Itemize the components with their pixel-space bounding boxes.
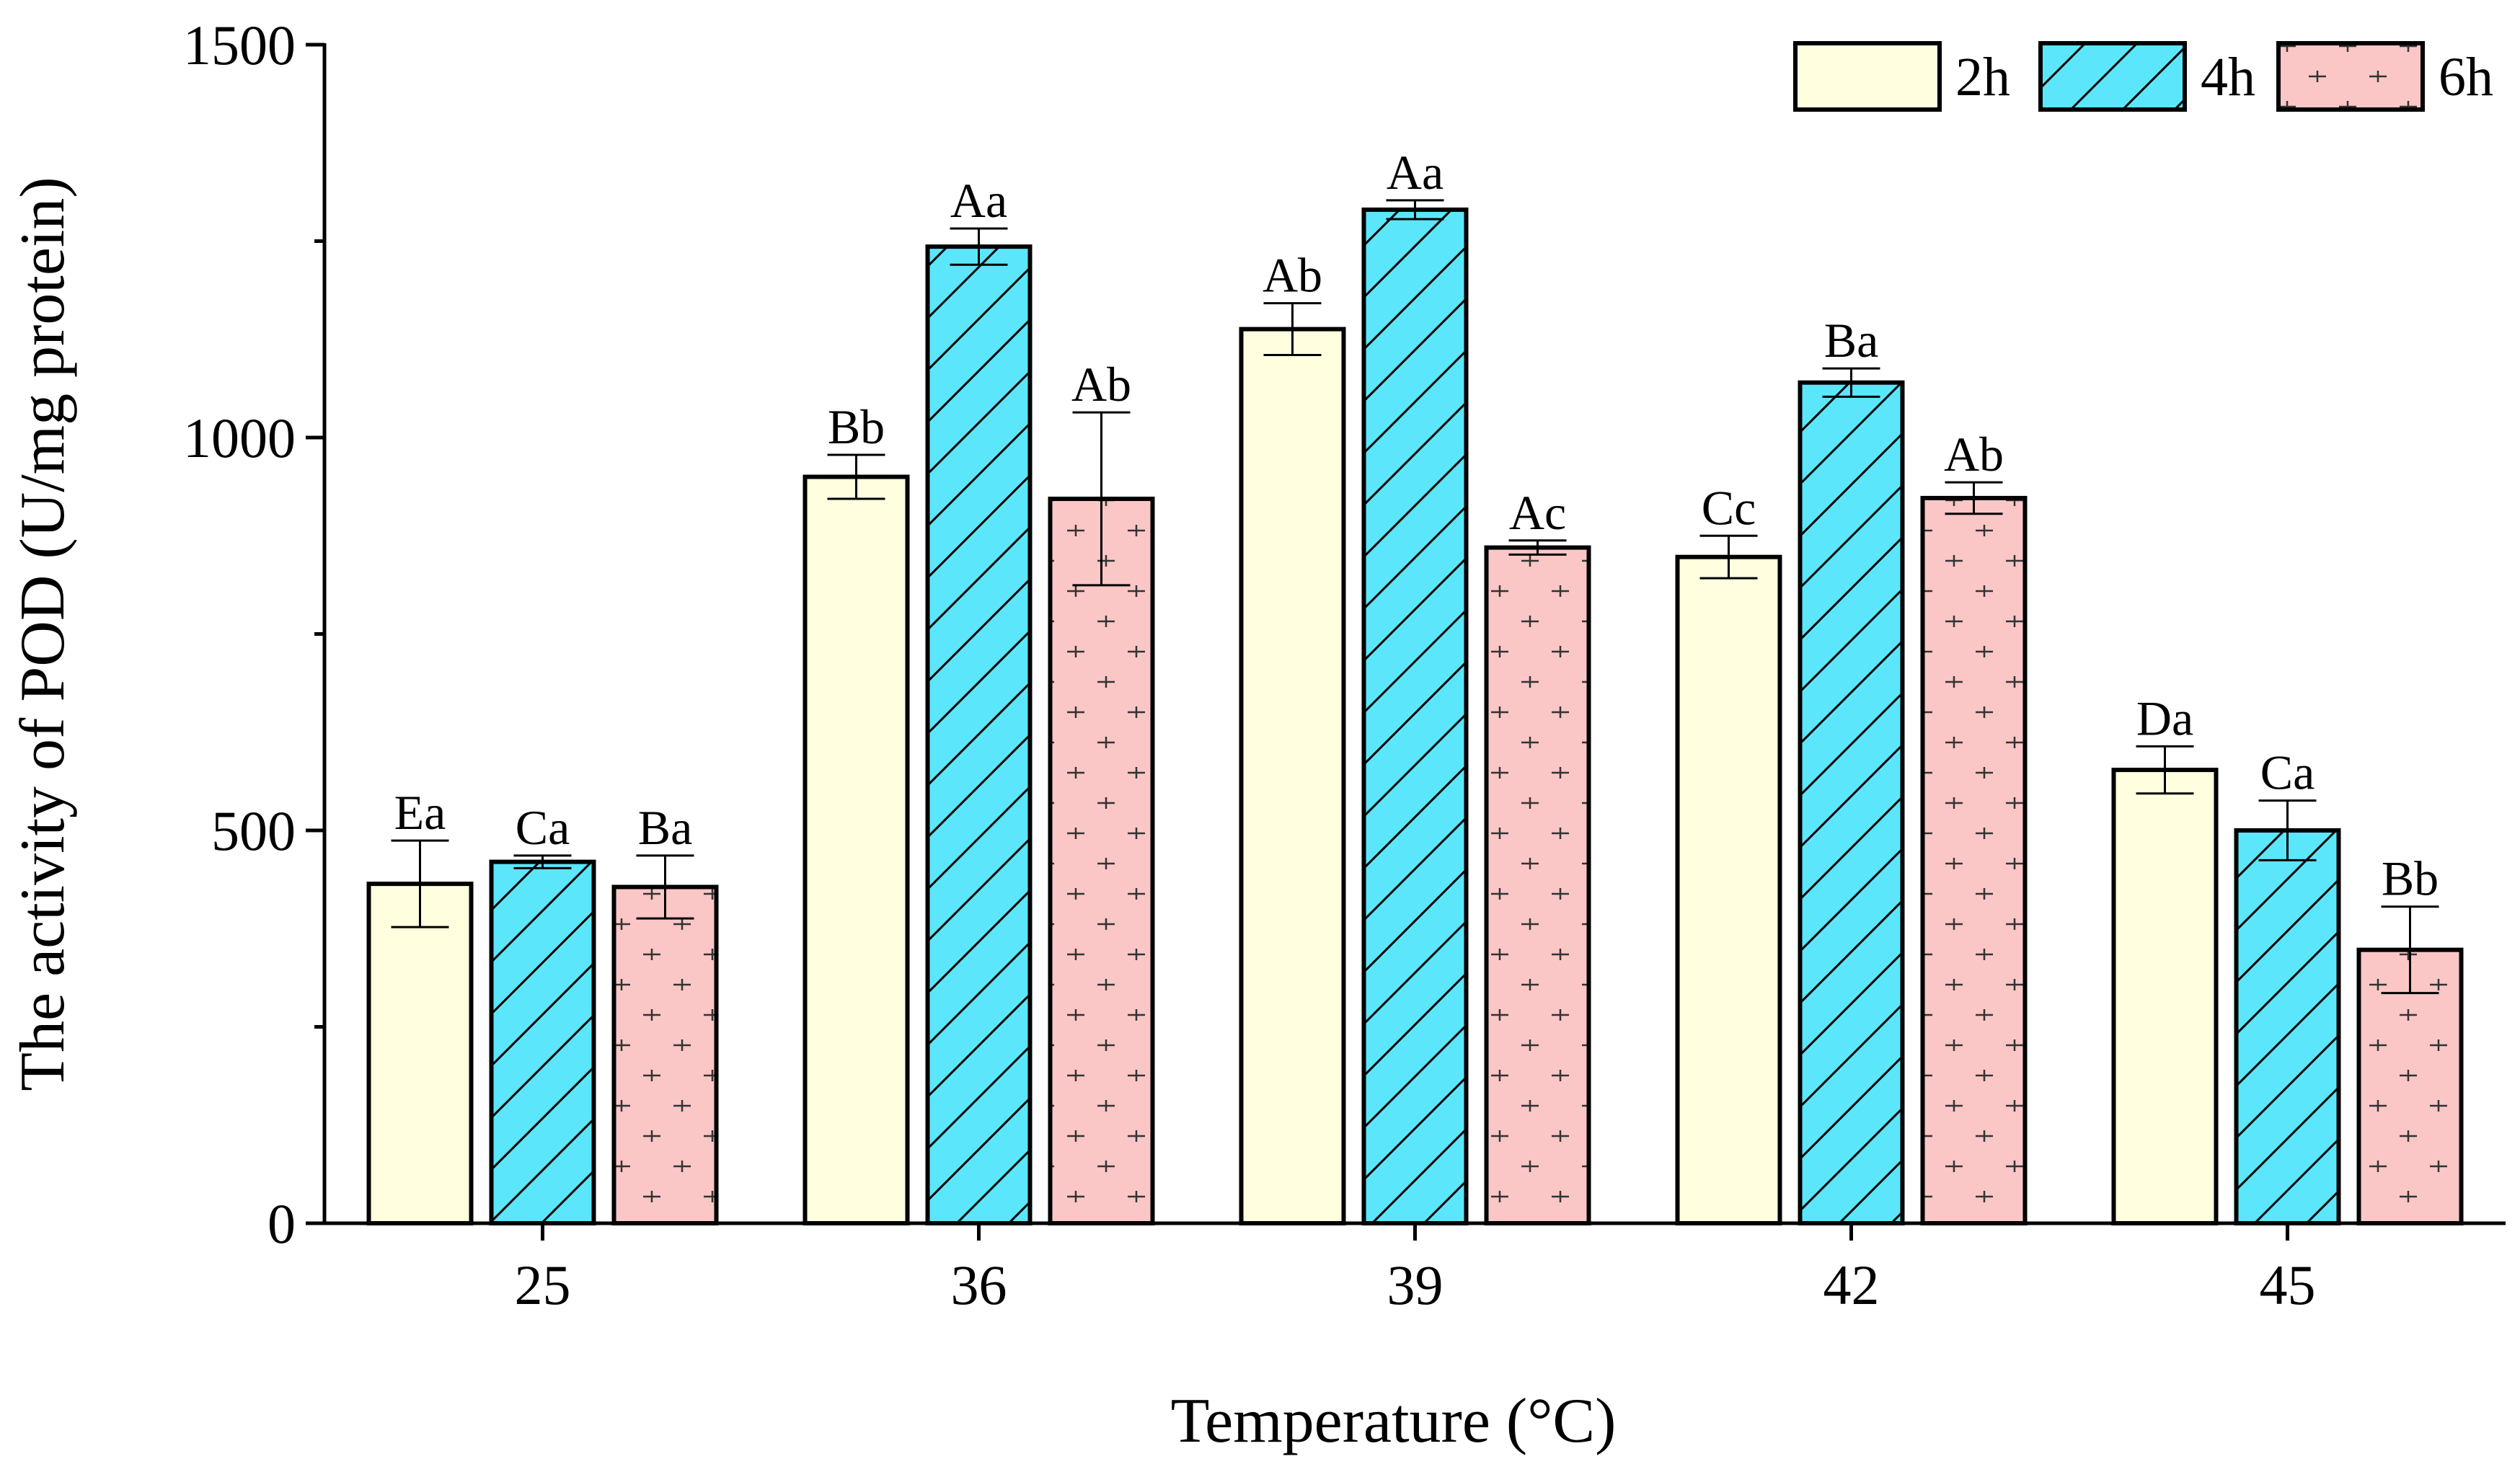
significance-label: Ac [1509,485,1566,540]
significance-label: Ca [2260,745,2315,800]
significance-label: Ba [638,800,693,855]
significance-label: Ab [1263,248,1322,303]
bar-2h-base [1677,556,1780,1223]
bar-2h-base [2113,770,2216,1223]
significance-label: Cc [1702,480,1756,535]
bar-2h-base [805,476,908,1223]
y-tick-label: 1500 [183,14,296,76]
legend-label-6h: 6h [2439,47,2493,107]
x-tick-label: 25 [515,1254,571,1316]
y-tick-label: 1000 [183,407,296,469]
legend-swatch-6h [2276,41,2425,112]
significance-label: Ca [516,800,570,855]
bar-6h-pattern [1050,499,1153,1223]
bar-4h-pattern [927,247,1030,1223]
bar-2h-base [368,884,472,1223]
significance-label: Bb [828,399,885,454]
significance-label: Aa [1387,145,1444,200]
bar-6h-pattern [614,887,717,1223]
bar-2h-base [1241,329,1344,1224]
bar-6h-pattern [2358,949,2462,1223]
significance-label: Aa [950,173,1007,228]
x-tick-label: 39 [1387,1254,1444,1316]
bar-4h-pattern [1800,382,1903,1224]
legend-label-4h: 4h [2201,47,2255,107]
x-tick-label: 45 [2260,1254,2316,1316]
y-tick-label: 0 [268,1192,296,1255]
significance-label: Ea [394,785,446,840]
bar-4h-pattern [491,861,594,1223]
bar-6h-pattern [1922,497,2025,1223]
y-tick-label: 500 [211,799,296,862]
bar-4h-pattern [1363,209,1467,1223]
legend-swatch-2h [1793,41,1942,112]
bar-4h-pattern [2236,830,2339,1223]
legend-swatch-4h [2038,41,2187,112]
significance-label: Da [2136,691,2193,745]
legend-swatch-6h-pattern [2278,43,2423,110]
legend-swatch-2h-base [1795,43,1940,110]
significance-label: Ba [1824,313,1879,368]
x-tick-label: 42 [1823,1254,1880,1316]
significance-label: Ab [1944,427,2004,482]
bar-6h-pattern [1486,547,1589,1223]
x-tick-label: 36 [951,1254,1007,1316]
legend-swatch-4h-pattern [2041,43,2185,110]
y-axis-title: The activity of POD (U/mg protein) [8,177,78,1091]
significance-label: Bb [2382,851,2439,906]
significance-label: Ab [1071,357,1131,412]
x-axis-title: Temperature (°C) [1171,1386,1617,1456]
legend-label-2h: 2h [1955,47,2010,107]
